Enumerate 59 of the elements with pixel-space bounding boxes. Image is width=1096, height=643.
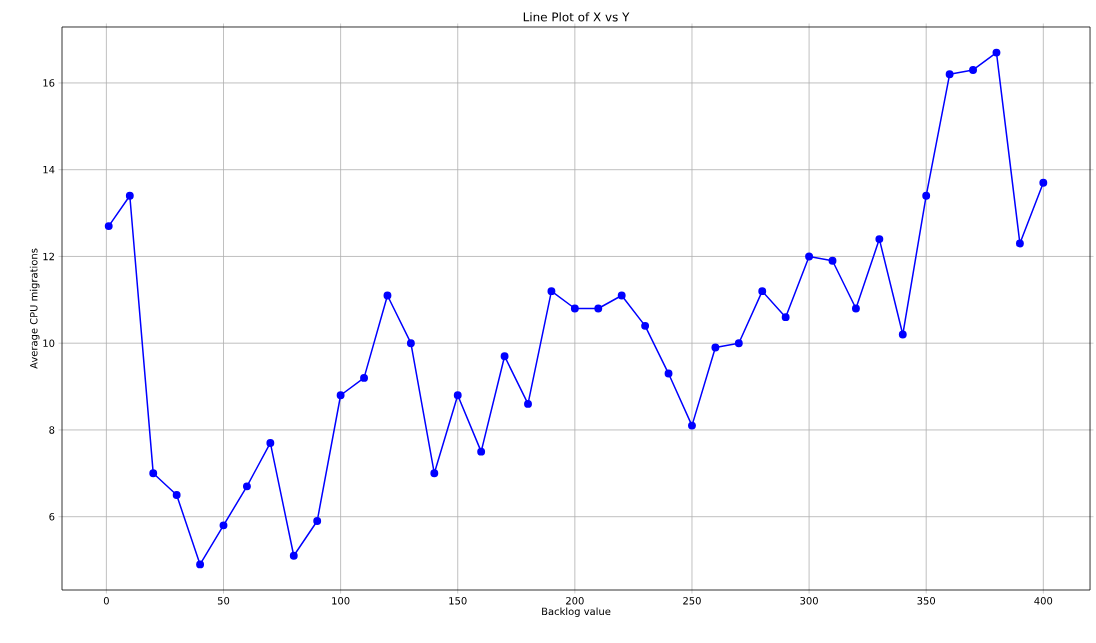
point [477, 447, 486, 456]
y-tick-label: 8 [49, 426, 55, 434]
point [875, 235, 884, 244]
point [336, 391, 345, 400]
y-tick-label: 16 [43, 79, 55, 87]
y-tick-label: 6 [49, 512, 55, 521]
point [524, 399, 532, 408]
point [219, 521, 228, 530]
point [172, 491, 181, 499]
point [617, 291, 626, 300]
point [641, 321, 650, 330]
point [149, 469, 158, 478]
x-tick-label: 200 [566, 597, 584, 605]
point [242, 482, 251, 491]
point [992, 48, 1001, 57]
chart-title: Line Plot of X vs Y [523, 12, 630, 22]
x-tick-label: 150 [449, 597, 467, 605]
point [828, 256, 837, 265]
point [547, 287, 556, 296]
point [125, 191, 134, 200]
point [1039, 178, 1048, 187]
point [781, 313, 790, 322]
y-tick-label: 14 [43, 166, 55, 174]
point [922, 191, 931, 200]
point [453, 391, 462, 400]
x-tick-label: 300 [800, 597, 818, 605]
point [313, 517, 322, 525]
x-tick-label: 50 [217, 597, 230, 605]
point [688, 421, 696, 430]
point [196, 560, 205, 569]
point [594, 304, 603, 313]
y-tick-label: 12 [43, 252, 54, 261]
x-tick-label: 250 [683, 597, 701, 605]
x-tick-label: 350 [917, 597, 936, 605]
point [734, 339, 743, 348]
point [266, 439, 275, 447]
point [805, 252, 814, 261]
y-tick-label: 10 [43, 339, 55, 347]
point [104, 222, 113, 231]
x-tick-label: 400 [1034, 597, 1053, 605]
point [500, 352, 509, 361]
point [360, 373, 368, 382]
point [664, 369, 673, 378]
point [430, 469, 439, 478]
point [1015, 239, 1024, 248]
x-tick-label: 0 [103, 597, 109, 605]
point [406, 339, 415, 348]
point [289, 551, 298, 560]
point [383, 291, 392, 300]
point [969, 65, 977, 74]
point [945, 70, 954, 79]
point [851, 304, 860, 313]
point [711, 343, 720, 352]
point [898, 330, 907, 339]
point [570, 304, 579, 313]
y-axis-title: Average CPU migrations [29, 248, 40, 369]
x-axis-title: Backlog value [542, 607, 611, 618]
point [758, 287, 767, 296]
x-tick-label: 100 [332, 597, 350, 605]
